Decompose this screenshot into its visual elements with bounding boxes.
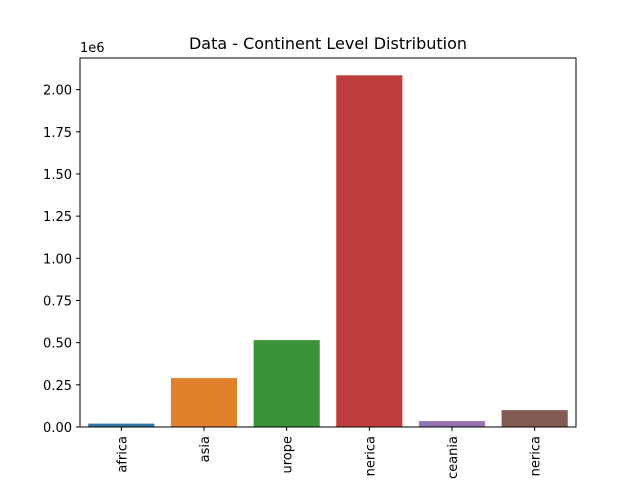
y-axis-offset-label: 1e6 xyxy=(80,41,105,56)
y-tick-label: 0.75 xyxy=(43,294,72,309)
y-tick-label: 1.25 xyxy=(43,210,72,225)
y-tick-label: 1.00 xyxy=(43,252,72,267)
x-tick-label: nerica xyxy=(363,436,378,476)
bar-oceania xyxy=(418,421,486,427)
bar-asia xyxy=(170,378,238,427)
y-axis: 0.00 0.25 0.50 0.75 1.00 1.25 1.50 1.75 2.00 xyxy=(43,84,80,436)
plot-frame xyxy=(79,57,577,428)
x-tick-label: africa xyxy=(115,436,130,473)
y-tick-label: 2.00 xyxy=(43,84,72,99)
y-tick-label: 0.50 xyxy=(43,337,72,352)
y-tick-label: 1.75 xyxy=(43,126,72,141)
bar-south-america xyxy=(501,410,568,427)
chart-title: Data - Continent Level Distribution xyxy=(189,34,467,53)
bar-north-america xyxy=(336,75,403,427)
bars-group xyxy=(88,75,568,427)
y-tick-label: 0.00 xyxy=(43,421,72,436)
x-tick-label: urope xyxy=(281,436,296,474)
x-axis: africa asia urope nerica ceania nerica xyxy=(115,427,544,479)
x-tick-label: asia xyxy=(198,436,213,462)
bar-africa xyxy=(88,423,155,427)
y-tick-label: 1.50 xyxy=(43,168,72,183)
x-tick-label: ceania xyxy=(446,436,461,479)
bar-europe xyxy=(253,340,320,427)
y-tick-label: 0.25 xyxy=(43,379,72,394)
x-tick-label: nerica xyxy=(529,436,544,476)
